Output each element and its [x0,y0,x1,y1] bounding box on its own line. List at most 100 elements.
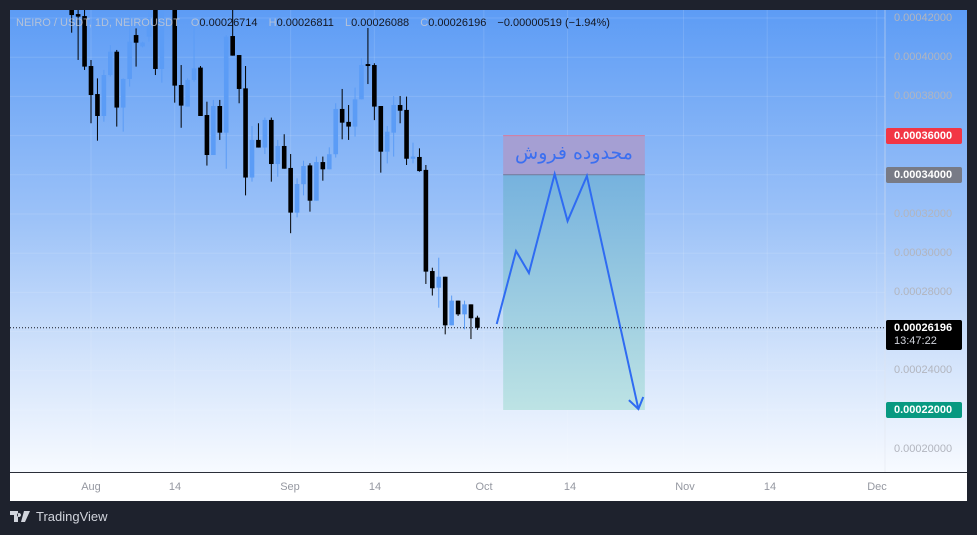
sell-zone-box [503,135,645,175]
candle [191,25,197,82]
price-tick: 0.00032000 [894,208,953,220]
sell-zone-label: محدوده فروش [515,141,633,164]
candle-body [146,18,152,37]
candle [430,267,435,296]
open-label: O [190,17,200,29]
candle-body [95,94,100,116]
candle-body [178,85,184,106]
candle [82,10,87,70]
candle-body [475,317,480,328]
candle [69,10,74,33]
time-tick: Nov [675,481,695,493]
candle-body [256,139,261,148]
candle [204,101,210,166]
candle-body [307,165,313,201]
candle [449,295,454,326]
grid [10,10,885,472]
symbol-title[interactable]: NEIRO / USDT, 1D, NEIROUSDT [16,17,180,29]
current-price-value: 0.00026196 [894,322,953,334]
sell-zone-bottom-badge: 0.00034000 [886,167,962,183]
candle-body [410,156,416,159]
time-tick: 14 [168,481,182,493]
sell-zone-top-badge: 0.00036000 [886,128,962,144]
candle-body [455,300,461,315]
arrowhead-icon [628,396,645,411]
time-axis[interactable]: Aug 14 Sep 14 Oct 14 Nov 14 Dec [10,472,967,501]
candle-body [140,42,145,47]
candle [172,10,178,103]
candle [153,10,158,76]
candle [320,156,326,181]
time-tick: Sep [280,481,300,493]
candles-layer [69,10,480,340]
candle-body [436,276,442,288]
candle-body [365,64,371,67]
logo-text: TradingView [36,509,108,524]
current-price-badge: 0.00026196 13:47:22 [886,320,962,350]
candle-body [153,10,158,69]
high-value: 0.00026811 [276,17,334,29]
close-label: C [420,17,429,29]
candle [333,103,339,158]
candle-body [211,106,216,156]
candle [339,88,345,140]
candle [269,117,274,182]
candle-body [417,156,422,172]
candle [108,45,113,77]
candle-body [404,109,409,159]
tradingview-logo[interactable]: TradingView [10,509,108,524]
low-value: 0.00026088 [351,17,410,29]
candle [75,10,81,60]
candle-body [236,55,242,89]
candle [397,96,403,124]
candle [114,49,120,127]
candle-body [82,16,87,67]
candle [372,63,377,121]
candle [198,66,203,116]
price-tick: 0.00040000 [894,51,953,63]
candle [211,99,216,156]
candle [159,10,165,83]
candle [217,99,223,140]
candle-body [462,304,467,315]
price-tick: 0.00028000 [894,286,953,298]
candle-body [288,167,293,213]
candle [404,96,409,165]
candle [294,178,300,218]
candle [236,55,242,104]
close-value: 0.00026196 [428,17,487,29]
candle-body [397,105,403,111]
candle-body [333,108,339,155]
candle-body [230,36,235,56]
candle [95,78,100,141]
candle-body [75,14,81,17]
candle-body [281,145,287,169]
time-tick: 14 [763,481,777,493]
candle [378,106,384,173]
candle-body [120,78,126,108]
high-label: H [268,17,277,29]
price-tick: 0.00024000 [894,364,953,376]
candle [468,304,474,340]
target-price-badge: 0.00022000 [886,402,962,418]
candle [326,147,332,170]
candle [120,78,126,132]
candle [101,69,107,122]
candle [462,300,467,330]
candle-body [133,35,139,43]
target-zone-box [503,174,645,410]
chart-plot-area[interactable] [10,10,967,472]
candle [140,41,145,48]
ohlc-legend: NEIRO / USDT, 1D, NEIROUSDT O0.00026714 … [16,17,618,29]
price-tick: 0.00020000 [894,443,953,455]
candle [475,315,480,330]
candle-body [262,119,268,148]
candle-body [442,276,448,326]
tradingview-logo-icon [10,510,30,522]
time-tick: Oct [475,481,493,493]
candle-body [378,106,384,152]
candle [262,117,268,155]
price-tick: 0.00038000 [894,90,953,102]
candle [243,66,248,196]
candle [249,125,255,182]
